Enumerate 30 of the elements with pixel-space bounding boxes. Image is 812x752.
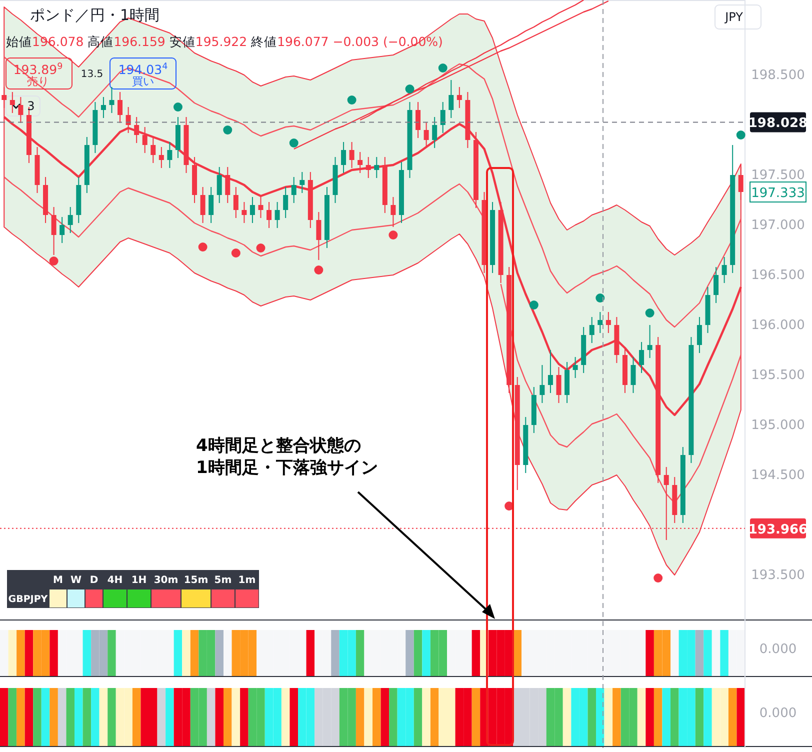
ref-line-label: 193.966 xyxy=(748,522,808,538)
y-tick-label: 196.000 xyxy=(751,318,805,333)
category-label: M xyxy=(53,575,64,586)
category-label: 4H xyxy=(107,575,123,586)
category-label: 5m xyxy=(214,575,232,586)
category-label: D xyxy=(90,575,98,586)
annotation: 買い xyxy=(132,75,154,88)
text: 0.000 xyxy=(759,706,797,721)
ref-line-label: 198.028 xyxy=(748,116,808,132)
category-label: 1H xyxy=(131,575,147,586)
text: 197.333 xyxy=(751,186,805,201)
chart-title: ポンド／円・1時間 xyxy=(30,6,160,24)
y-tick-label: 195.500 xyxy=(751,368,805,383)
annotation: 13.5 xyxy=(80,69,104,80)
annotation: 3 xyxy=(27,99,35,113)
category-label: GBPJPY xyxy=(8,594,48,605)
y-tick-label: 197.500 xyxy=(751,168,805,183)
y-tick-label: 197.000 xyxy=(751,218,805,233)
y-tick-label: 193.500 xyxy=(751,568,805,583)
y-tick-label: 198.500 xyxy=(751,68,805,83)
category-label: 15m xyxy=(184,575,208,586)
y-tick-label: 195.000 xyxy=(751,418,805,433)
text: 0.000 xyxy=(759,642,797,657)
y-tick-label: 194.500 xyxy=(751,468,805,483)
category-label: W xyxy=(70,575,82,586)
annotation: JPY xyxy=(724,10,744,24)
annotation: 4時間足と整合状態の 1時間足・下落強サイン xyxy=(196,436,378,478)
category-label: 30m xyxy=(154,575,178,586)
category-label: 1m xyxy=(238,575,256,586)
y-tick-label: 196.500 xyxy=(751,268,805,283)
